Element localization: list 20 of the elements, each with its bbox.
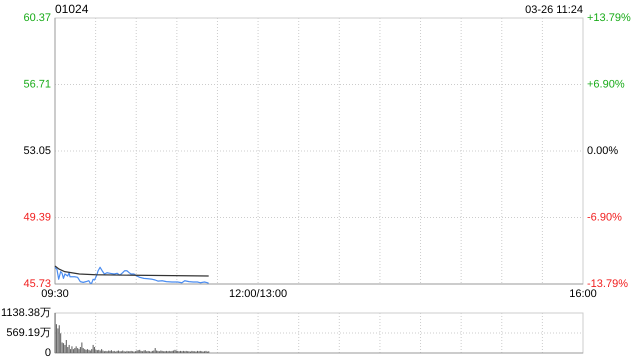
y-tick-label: 60.37	[23, 12, 51, 24]
y-tick-label: 569.19万	[6, 327, 51, 339]
line-series	[54, 265, 210, 277]
y-tick-label: 53.05	[23, 145, 51, 157]
x-tick-label: 16:00	[569, 288, 597, 300]
y-tick-label: 1138.38万	[1, 307, 51, 319]
chart-title: 01024	[55, 2, 89, 16]
y-tick-label: 0	[44, 347, 51, 359]
y2-tick-label: -13.79%	[587, 278, 628, 290]
text: 03-26 11:24	[525, 4, 583, 16]
y2-tick-label: 0.00%	[587, 145, 618, 157]
line-series	[54, 266, 210, 284]
x-tick-label: 12:00/13:00	[229, 288, 288, 300]
y2-tick-label: +13.79%	[587, 12, 631, 24]
y-tick-label: 56.71	[23, 78, 51, 90]
x-tick-label: 09:30	[41, 288, 69, 300]
y-tick-label: 45.73	[23, 278, 51, 290]
y2-tick-label: -6.90%	[587, 212, 622, 224]
y2-tick-label: +6.90%	[587, 78, 625, 90]
y-tick-label: 49.39	[23, 212, 51, 224]
